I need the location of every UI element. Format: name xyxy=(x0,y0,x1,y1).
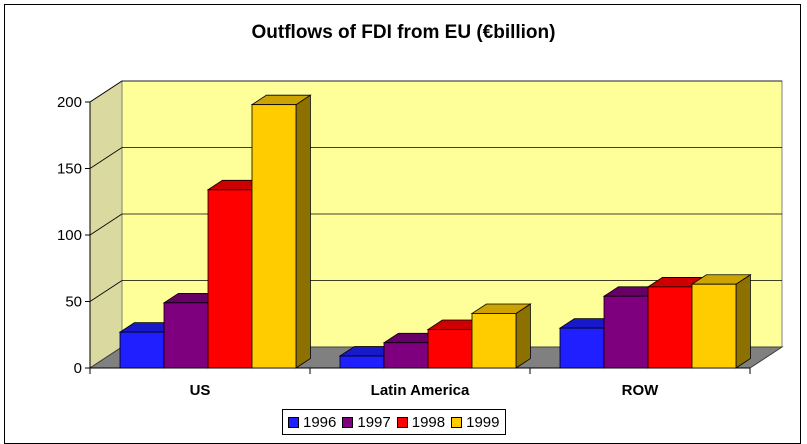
legend-item: 1997 xyxy=(342,413,391,431)
bar-side xyxy=(735,274,751,369)
y-tick-label: 100 xyxy=(57,227,82,244)
bar xyxy=(603,295,649,369)
gridline-side xyxy=(89,280,123,302)
bar xyxy=(559,327,605,369)
legend-swatch xyxy=(342,416,354,428)
y-tick-label: 150 xyxy=(57,161,82,178)
gridline-side xyxy=(89,213,123,236)
legend-swatch xyxy=(451,416,463,428)
y-tick-label: 50 xyxy=(65,294,82,311)
bar xyxy=(339,355,385,369)
chart-title: Outflows of FDI from EU (€billion) xyxy=(251,22,556,43)
gridline-side xyxy=(89,80,123,103)
bar xyxy=(647,286,693,369)
chart-plot: 0 50 100 150 200 US Latin America ROW xyxy=(57,80,784,399)
bar xyxy=(427,329,473,369)
legend-item: 1996 xyxy=(288,414,336,431)
legend-label: 1999 xyxy=(466,413,500,431)
bar-side xyxy=(295,94,311,369)
y-tick-label: 200 xyxy=(57,94,82,111)
gridline-side xyxy=(89,147,123,169)
legend-label: 1997 xyxy=(357,413,391,431)
legend-item: 1998 xyxy=(396,413,446,431)
legend-item: 1999 xyxy=(451,413,500,431)
bar xyxy=(251,104,297,369)
x-tick-label: US xyxy=(190,382,211,399)
y-tick-label: 0 xyxy=(74,360,82,377)
bar xyxy=(119,331,165,369)
chart-legend: 1996 1997 1998 1999 xyxy=(282,409,506,435)
bar xyxy=(383,342,429,369)
legend-swatch xyxy=(396,416,408,428)
legend-label: 1996 xyxy=(303,413,337,431)
x-tick-label: ROW xyxy=(622,382,660,399)
bar xyxy=(691,283,737,369)
bar xyxy=(471,313,517,369)
legend-label: 1998 xyxy=(411,413,446,431)
bar-side xyxy=(515,303,531,369)
bar xyxy=(163,302,209,369)
x-tick-label: Latin America xyxy=(371,382,470,399)
bar xyxy=(207,189,253,369)
legend-swatch xyxy=(288,416,299,428)
